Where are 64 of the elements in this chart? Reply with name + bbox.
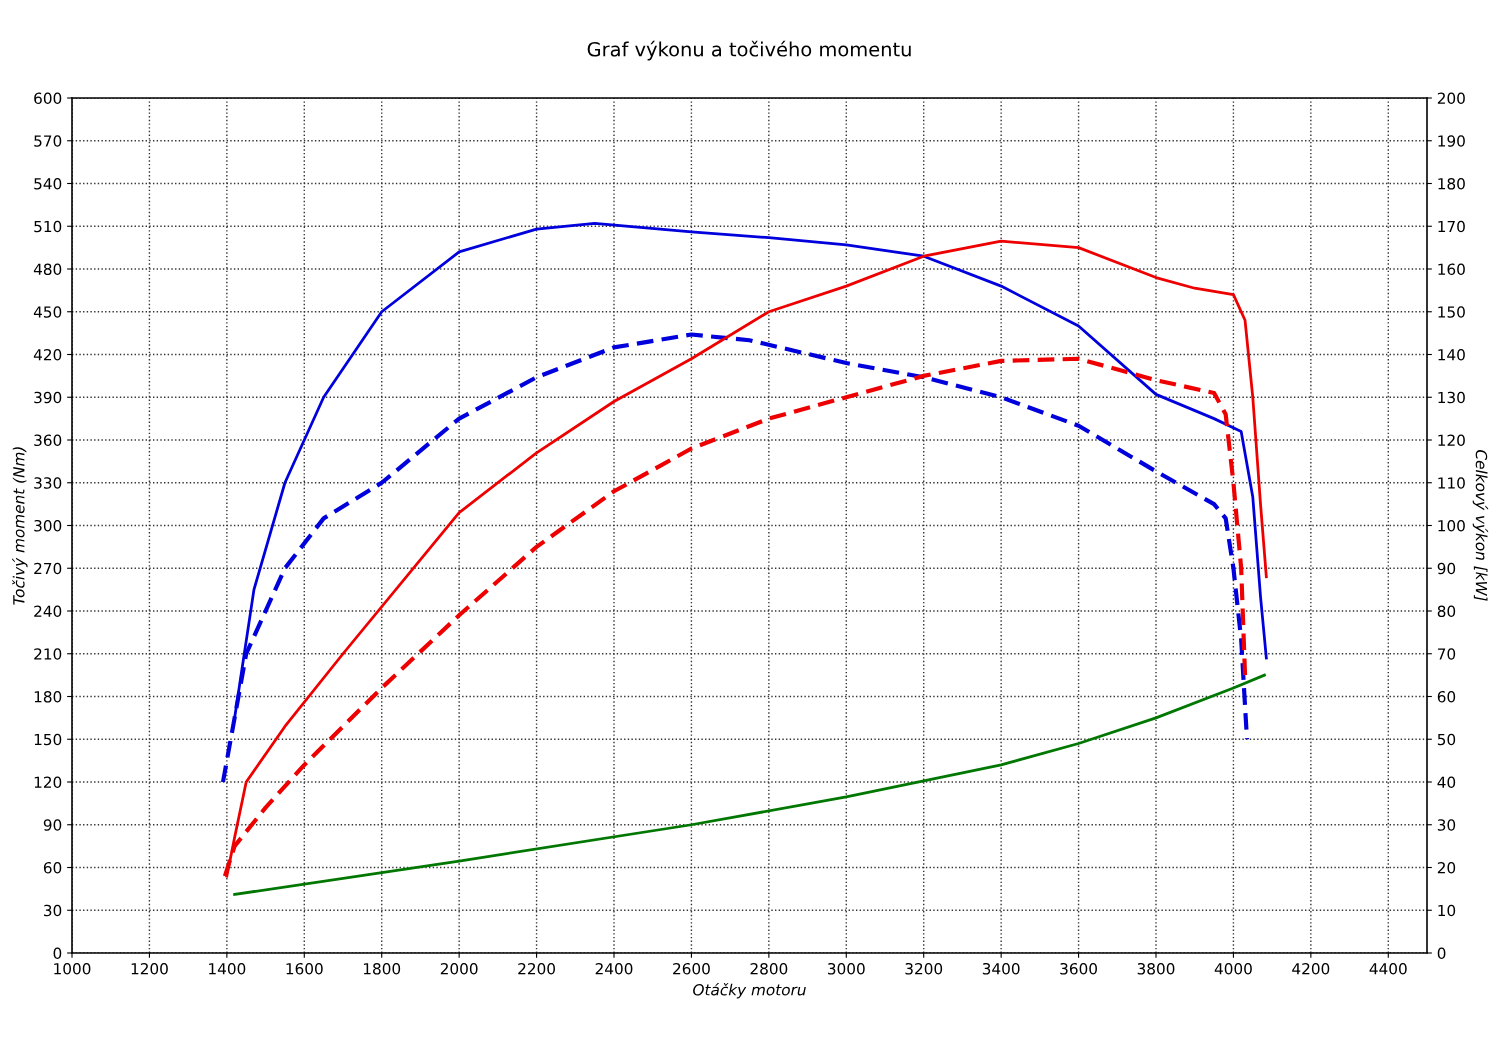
x-tick-label: 1800: [363, 962, 401, 975]
y2-tick-label: 0: [1437, 947, 1446, 960]
x-tick-label: 2800: [750, 962, 788, 975]
y-tick-label: 540: [34, 177, 62, 190]
y-tick-label: 450: [33, 306, 62, 318]
y-tick-label: 30: [44, 904, 62, 917]
y-tick-label: 150: [34, 733, 62, 746]
x-tick-label: 3000: [828, 962, 865, 975]
x-tick-label: 1200: [131, 962, 168, 975]
x-tick-label: 2400: [595, 962, 633, 975]
y2-tick-label: 170: [1438, 220, 1465, 233]
y-tick-label: 60: [43, 861, 62, 874]
x-tick-label: 1600: [286, 962, 323, 975]
y2-tick-label: 40: [1437, 776, 1456, 789]
x-tick-label: 4000: [1214, 962, 1252, 975]
y2-tick-label: 110: [1438, 477, 1465, 489]
y-tick-label: 270: [34, 562, 62, 575]
x-tick-label: 1400: [209, 962, 246, 975]
y-tick-label: 600: [34, 92, 62, 105]
y2-tick-label: 190: [1438, 135, 1465, 147]
y2-tick-label: 10: [1438, 904, 1456, 917]
y-tick-label: 0: [53, 947, 62, 960]
y-tick-label: 570: [34, 135, 62, 147]
y2-tick-label: 130: [1438, 391, 1465, 404]
x-tick-label: 1000: [54, 962, 91, 975]
y-tick-label: 420: [33, 348, 62, 361]
y2-tick-label: 160: [1438, 263, 1465, 276]
y2-tick-label: 90: [1437, 562, 1456, 575]
y-tick-label: 300: [34, 519, 62, 532]
x-tick-label: 4200: [1292, 962, 1330, 975]
x-tick-label: 2000: [440, 962, 478, 975]
x-tick-label: 3800: [1137, 962, 1175, 975]
y-tick-label: 90: [43, 819, 62, 831]
x-tick-label: 2600: [673, 962, 710, 975]
y2-tick-label: 200: [1437, 92, 1465, 105]
y2-tick-label: 70: [1437, 648, 1456, 660]
y2-tick-label: 20: [1437, 861, 1456, 874]
y-tick-label: 120: [34, 776, 62, 789]
y-tick-label: 510: [34, 220, 62, 233]
y-tick-label: 330: [34, 477, 62, 489]
y-axis-title: Točivý moment (Nm): [12, 447, 28, 605]
x-tick-label: 3600: [1060, 962, 1097, 975]
y2-tick-label: 150: [1438, 306, 1465, 318]
y-tick-label: 180: [34, 690, 62, 703]
y-tick-label: 480: [33, 263, 62, 276]
y2-tick-label: 60: [1437, 690, 1456, 703]
chart-title: Graf výkonu a točivého momentu: [587, 40, 911, 61]
y-tick-label: 360: [34, 434, 62, 447]
y-tick-label: 210: [34, 648, 62, 660]
x-tick-label: 2200: [518, 962, 555, 975]
x-tick-label: 3200: [905, 962, 943, 975]
y2-tick-label: 100: [1438, 519, 1465, 532]
y-tick-label: 240: [34, 605, 62, 618]
y2-tick-label: 80: [1437, 605, 1456, 618]
x-tick-label: 4400: [1369, 962, 1407, 975]
y2-tick-label: 50: [1437, 733, 1456, 746]
y2-tick-label: 140: [1438, 348, 1465, 361]
y2-tick-label: 180: [1438, 177, 1465, 190]
y-tick-label: 390: [34, 391, 62, 404]
x-axis-title: Otáčky motoru: [693, 983, 806, 999]
y2-axis-title: Celkový výkon [kW]: [1472, 450, 1489, 601]
y2-tick-label: 120: [1438, 434, 1465, 447]
x-tick-label: 3400: [982, 962, 1020, 975]
y2-tick-label: 30: [1437, 819, 1456, 831]
